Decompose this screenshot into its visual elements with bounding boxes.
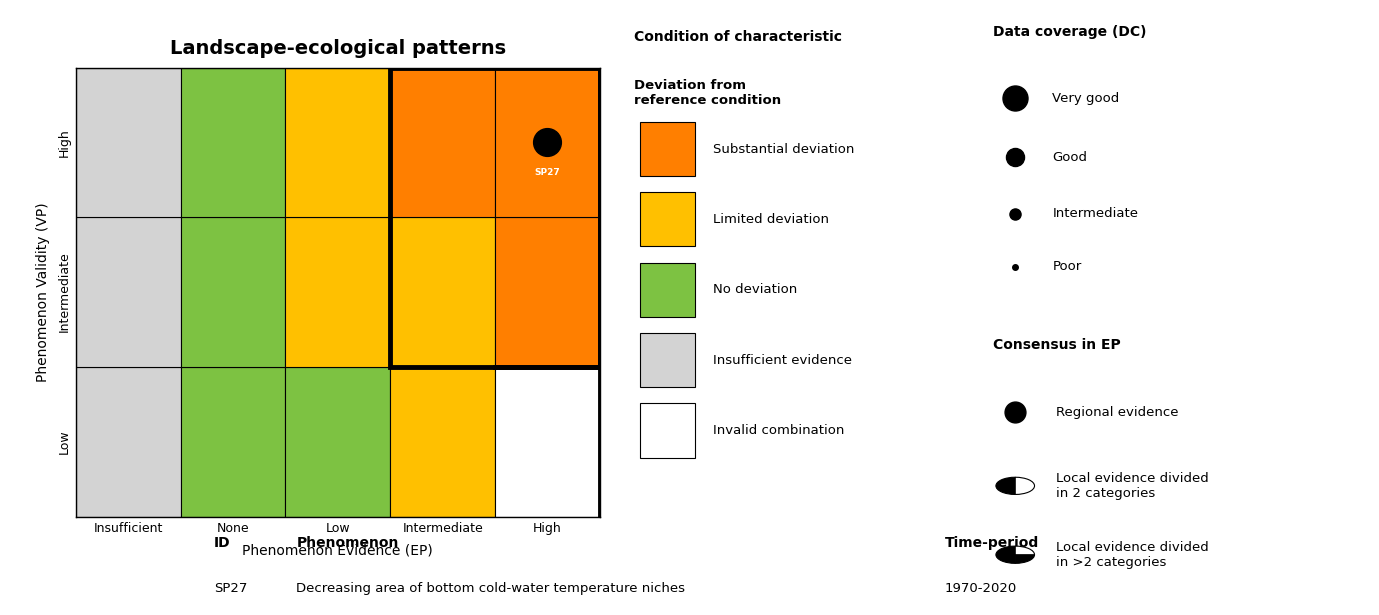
Bar (390, 367, 495, 517)
Bar (285, 68, 390, 217)
Bar (76, 68, 181, 217)
Text: Consensus in EP: Consensus in EP (993, 338, 1121, 352)
Bar (76, 367, 181, 517)
X-axis label: Phenomenon Evidence (EP): Phenomenon Evidence (EP) (243, 544, 433, 557)
Text: Invalid combination: Invalid combination (713, 424, 844, 437)
Bar (390, 217, 495, 367)
Text: No deviation: No deviation (713, 284, 797, 296)
Bar (390, 68, 600, 367)
Text: Insufficient evidence: Insufficient evidence (713, 354, 852, 367)
Bar (640, 333, 695, 387)
Bar (390, 68, 495, 217)
Bar (285, 217, 390, 367)
Text: Phenomenon: Phenomenon (296, 536, 399, 550)
Bar (640, 122, 695, 176)
Bar (640, 403, 695, 458)
Text: Good: Good (1052, 151, 1088, 164)
Text: SP27: SP27 (214, 582, 247, 595)
Y-axis label: Phenomenon Validity (VP): Phenomenon Validity (VP) (36, 202, 51, 382)
Text: Substantial deviation: Substantial deviation (713, 143, 855, 156)
Bar (181, 367, 285, 517)
Text: Intermediate: Intermediate (1052, 207, 1139, 220)
Text: Decreasing area of bottom cold-water temperature niches: Decreasing area of bottom cold-water tem… (296, 582, 685, 595)
Bar (285, 367, 390, 517)
Text: Local evidence divided
in 2 categories: Local evidence divided in 2 categories (1056, 472, 1209, 500)
Bar (181, 68, 285, 217)
Text: Data coverage (DC): Data coverage (DC) (993, 25, 1146, 39)
Text: Time-period: Time-period (945, 536, 1038, 550)
Text: Regional evidence: Regional evidence (1056, 405, 1179, 419)
Text: SP27: SP27 (535, 168, 560, 177)
Bar (495, 367, 600, 517)
Text: Very good: Very good (1052, 92, 1120, 105)
Title: Landscape-ecological patterns: Landscape-ecological patterns (170, 39, 506, 58)
Text: Limited deviation: Limited deviation (713, 213, 829, 226)
Bar (76, 217, 181, 367)
Text: Local evidence divided
in >2 categories: Local evidence divided in >2 categories (1056, 541, 1209, 569)
Text: Deviation from
reference condition: Deviation from reference condition (634, 79, 782, 107)
Text: Condition of characteristic: Condition of characteristic (634, 30, 843, 44)
Text: 1970-2020: 1970-2020 (945, 582, 1016, 595)
Text: Poor: Poor (1052, 260, 1081, 273)
Text: ID: ID (214, 536, 230, 550)
Bar (181, 217, 285, 367)
Bar (640, 192, 695, 247)
Bar (495, 217, 600, 367)
Bar (640, 263, 695, 317)
Bar (495, 68, 600, 217)
